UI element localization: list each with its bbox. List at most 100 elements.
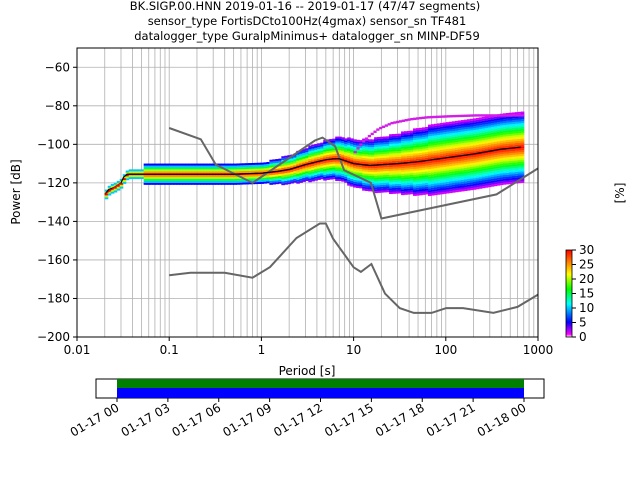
- density-cell: [418, 131, 423, 134]
- density-cell: [421, 175, 426, 178]
- density-cell: [362, 182, 366, 185]
- density-cell: [487, 127, 492, 130]
- density-cell: [335, 173, 339, 176]
- density-cell: [386, 174, 390, 177]
- density-cell: [475, 129, 480, 132]
- density-cell: [475, 162, 480, 165]
- density-cell: [475, 179, 480, 182]
- density-cell: [374, 169, 378, 172]
- density-cell: [517, 148, 522, 151]
- density-cell: [293, 176, 297, 179]
- density-cell: [335, 138, 339, 141]
- density-cell: [245, 180, 249, 183]
- density-cell: [433, 144, 438, 147]
- density-cell: [478, 184, 483, 187]
- density-cell: [457, 153, 462, 156]
- density-cell: [505, 126, 510, 129]
- density-cell: [520, 157, 525, 160]
- density-cell: [254, 164, 258, 167]
- density-cell: [436, 133, 441, 136]
- density-cell: [490, 176, 495, 179]
- density-cell: [224, 182, 229, 185]
- density-cell: [293, 159, 297, 162]
- timeline-tick-label: 01-17 09: [220, 400, 274, 439]
- density-cell: [421, 137, 426, 140]
- density-cell: [185, 177, 190, 180]
- density-cell: [395, 176, 399, 179]
- density-cell: [380, 175, 384, 178]
- density-cell: [338, 152, 342, 155]
- density-cell: [314, 159, 318, 162]
- density-cell: [173, 171, 178, 174]
- density-cell: [314, 147, 318, 150]
- density-cell: [173, 182, 178, 185]
- density-cell: [392, 145, 396, 148]
- density-cell: [287, 159, 291, 162]
- density-cell: [487, 144, 492, 147]
- density-cell: [293, 163, 297, 166]
- density-cell: [305, 169, 309, 172]
- density-cell: [152, 163, 157, 166]
- density-cell: [418, 143, 423, 146]
- density-cell: [158, 180, 163, 183]
- density-cell: [433, 143, 438, 146]
- density-cell: [460, 158, 465, 161]
- density-cell: [433, 139, 438, 142]
- density-cell: [466, 121, 471, 124]
- density-cell: [469, 157, 474, 160]
- density-cell: [496, 162, 501, 165]
- density-cell: [323, 178, 327, 181]
- density-cell: [514, 177, 519, 180]
- density-cell: [170, 165, 175, 168]
- density-cell: [505, 176, 510, 179]
- density-cell: [377, 169, 381, 172]
- density-cell: [430, 185, 435, 188]
- density-cell: [167, 178, 172, 181]
- density-cell: [413, 174, 417, 177]
- density-cell: [401, 144, 405, 147]
- density-cell: [380, 144, 384, 147]
- density-cell: [326, 160, 330, 163]
- density-cell: [305, 173, 309, 176]
- density-cell: [323, 143, 327, 146]
- density-cell: [311, 171, 315, 174]
- density-cell: [119, 184, 124, 187]
- density-cell: [520, 123, 525, 126]
- density-cell: [493, 122, 498, 125]
- density-cell: [149, 163, 154, 166]
- density-cell: [380, 146, 384, 149]
- density-cell: [472, 118, 477, 121]
- density-cell: [413, 143, 417, 146]
- density-cell: [269, 178, 273, 181]
- density-cell: [272, 161, 276, 164]
- density-cell: [448, 125, 453, 128]
- density-cell: [499, 179, 504, 182]
- density-cell: [424, 148, 429, 151]
- density-cell: [502, 134, 507, 137]
- density-cell: [365, 158, 369, 161]
- density-cell: [326, 172, 330, 175]
- density-cell: [508, 182, 513, 185]
- density-cell: [368, 177, 372, 180]
- density-cell: [140, 175, 145, 178]
- density-cell: [514, 173, 519, 176]
- density-cell: [490, 171, 495, 174]
- density-cell: [445, 177, 450, 180]
- density-cell: [508, 141, 513, 144]
- density-cell: [284, 157, 288, 160]
- colorbar-tick-label: 30: [579, 243, 594, 257]
- density-cell: [418, 147, 423, 150]
- density-cell: [481, 170, 486, 173]
- density-cell: [490, 122, 495, 125]
- density-cell: [401, 133, 405, 136]
- density-cell: [185, 171, 190, 174]
- density-cell: [430, 133, 435, 136]
- density-cell: [167, 175, 172, 178]
- density-cell: [224, 171, 229, 174]
- density-cell: [433, 168, 438, 171]
- density-cell: [260, 168, 264, 171]
- density-cell: [407, 179, 411, 182]
- density-cell: [499, 175, 504, 178]
- density-cell: [517, 173, 522, 176]
- density-cell: [275, 172, 279, 175]
